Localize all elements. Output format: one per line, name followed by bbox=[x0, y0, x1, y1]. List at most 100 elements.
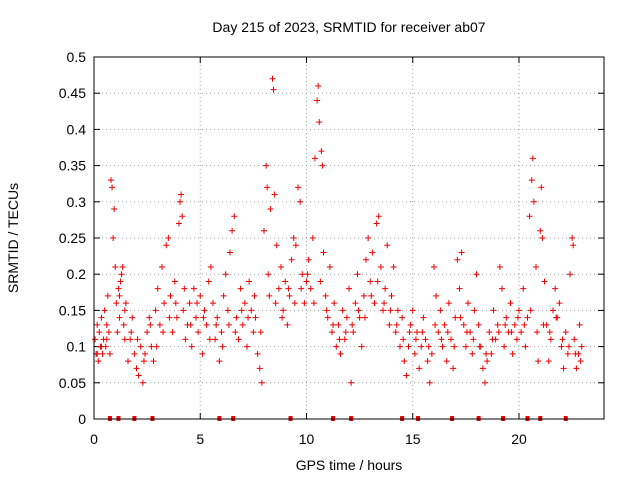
data-point bbox=[381, 300, 388, 307]
data-point bbox=[335, 321, 342, 328]
data-point bbox=[250, 329, 257, 336]
y-axis-label: SRMTID / TECUs bbox=[5, 183, 21, 293]
data-point bbox=[454, 256, 461, 263]
data-point bbox=[270, 86, 277, 93]
data-point bbox=[284, 321, 291, 328]
x-axis-label: GPS time / hours bbox=[296, 457, 403, 473]
y-tick-label: 0.3 bbox=[67, 194, 87, 210]
data-point bbox=[233, 314, 240, 321]
data-point bbox=[564, 350, 571, 357]
data-point bbox=[560, 365, 567, 372]
data-point bbox=[522, 343, 529, 350]
data-point bbox=[257, 329, 264, 336]
data-point bbox=[450, 365, 457, 372]
data-point bbox=[309, 235, 316, 241]
data-point bbox=[569, 235, 576, 241]
data-point bbox=[181, 285, 188, 292]
data-point bbox=[178, 191, 185, 198]
data-point bbox=[367, 278, 374, 285]
data-point bbox=[203, 321, 210, 328]
data-point bbox=[451, 343, 458, 350]
data-point bbox=[213, 321, 220, 328]
data-point bbox=[304, 271, 311, 278]
data-point bbox=[577, 358, 584, 365]
data-point bbox=[153, 343, 160, 350]
data-point bbox=[125, 358, 131, 365]
data-point bbox=[116, 314, 123, 321]
data-point bbox=[98, 314, 105, 321]
data-point bbox=[419, 329, 426, 336]
data-point bbox=[496, 263, 503, 270]
data-point bbox=[479, 365, 486, 372]
data-point bbox=[439, 343, 446, 350]
data-point bbox=[239, 321, 246, 328]
data-point bbox=[222, 271, 229, 278]
data-point bbox=[537, 227, 544, 234]
data-point bbox=[235, 336, 242, 343]
data-point bbox=[392, 329, 399, 336]
data-point bbox=[224, 307, 231, 314]
data-point bbox=[160, 329, 167, 336]
data-point bbox=[156, 321, 163, 328]
data-point bbox=[241, 300, 248, 307]
data-point bbox=[409, 307, 416, 314]
y-tick-label: 0.2 bbox=[67, 266, 87, 282]
data-point bbox=[508, 329, 515, 336]
data-point bbox=[298, 285, 305, 292]
data-point bbox=[573, 365, 580, 372]
axis-ticks: 0 0.05 0.1 0.15 0.2 0.25 0.3 0.35 0.4 0.45 0.5 0 5 10… bbox=[59, 49, 604, 447]
data-point bbox=[246, 278, 253, 285]
data-point bbox=[556, 300, 563, 307]
data-point bbox=[433, 292, 440, 299]
data-point bbox=[529, 155, 536, 162]
data-point bbox=[258, 379, 265, 386]
data-point bbox=[297, 198, 304, 205]
data-point bbox=[355, 307, 362, 314]
data-point bbox=[280, 307, 287, 314]
data-point bbox=[251, 292, 258, 299]
data-point bbox=[94, 321, 101, 328]
data-point bbox=[92, 336, 99, 343]
data-point bbox=[187, 321, 194, 328]
data-point bbox=[462, 343, 469, 350]
data-point bbox=[225, 321, 232, 328]
data-point bbox=[315, 82, 322, 89]
data-point bbox=[567, 271, 573, 278]
data-point bbox=[369, 249, 376, 256]
data-point bbox=[286, 292, 293, 299]
data-point bbox=[460, 321, 467, 328]
data-point bbox=[401, 358, 408, 365]
data-point bbox=[337, 350, 344, 357]
data-point bbox=[103, 321, 110, 328]
y-tick-label: 0 bbox=[78, 411, 86, 427]
data-point bbox=[339, 307, 346, 314]
data-point bbox=[182, 336, 189, 343]
data-point bbox=[194, 300, 201, 307]
data-point bbox=[465, 300, 471, 307]
data-point bbox=[438, 336, 445, 343]
data-point bbox=[310, 300, 317, 307]
data-point bbox=[288, 256, 295, 263]
data-point bbox=[96, 329, 103, 336]
data-point bbox=[535, 358, 542, 365]
data-point bbox=[245, 314, 252, 321]
data-point bbox=[119, 263, 126, 270]
data-point bbox=[475, 321, 482, 328]
data-point bbox=[319, 162, 326, 169]
data-point bbox=[266, 292, 273, 299]
data-point bbox=[161, 300, 168, 307]
data-point bbox=[458, 249, 465, 256]
y-tick-label: 0.4 bbox=[67, 121, 87, 137]
data-point bbox=[150, 358, 157, 365]
data-point bbox=[553, 314, 560, 321]
data-point bbox=[365, 235, 372, 241]
data-point bbox=[373, 220, 380, 227]
data-point bbox=[400, 336, 407, 343]
data-point bbox=[295, 184, 301, 191]
data-point bbox=[103, 336, 110, 343]
data-point bbox=[154, 285, 161, 292]
data-point bbox=[273, 242, 280, 249]
data-point bbox=[476, 343, 483, 350]
data-point bbox=[219, 343, 226, 350]
y-tick-label: 0.1 bbox=[67, 339, 87, 355]
